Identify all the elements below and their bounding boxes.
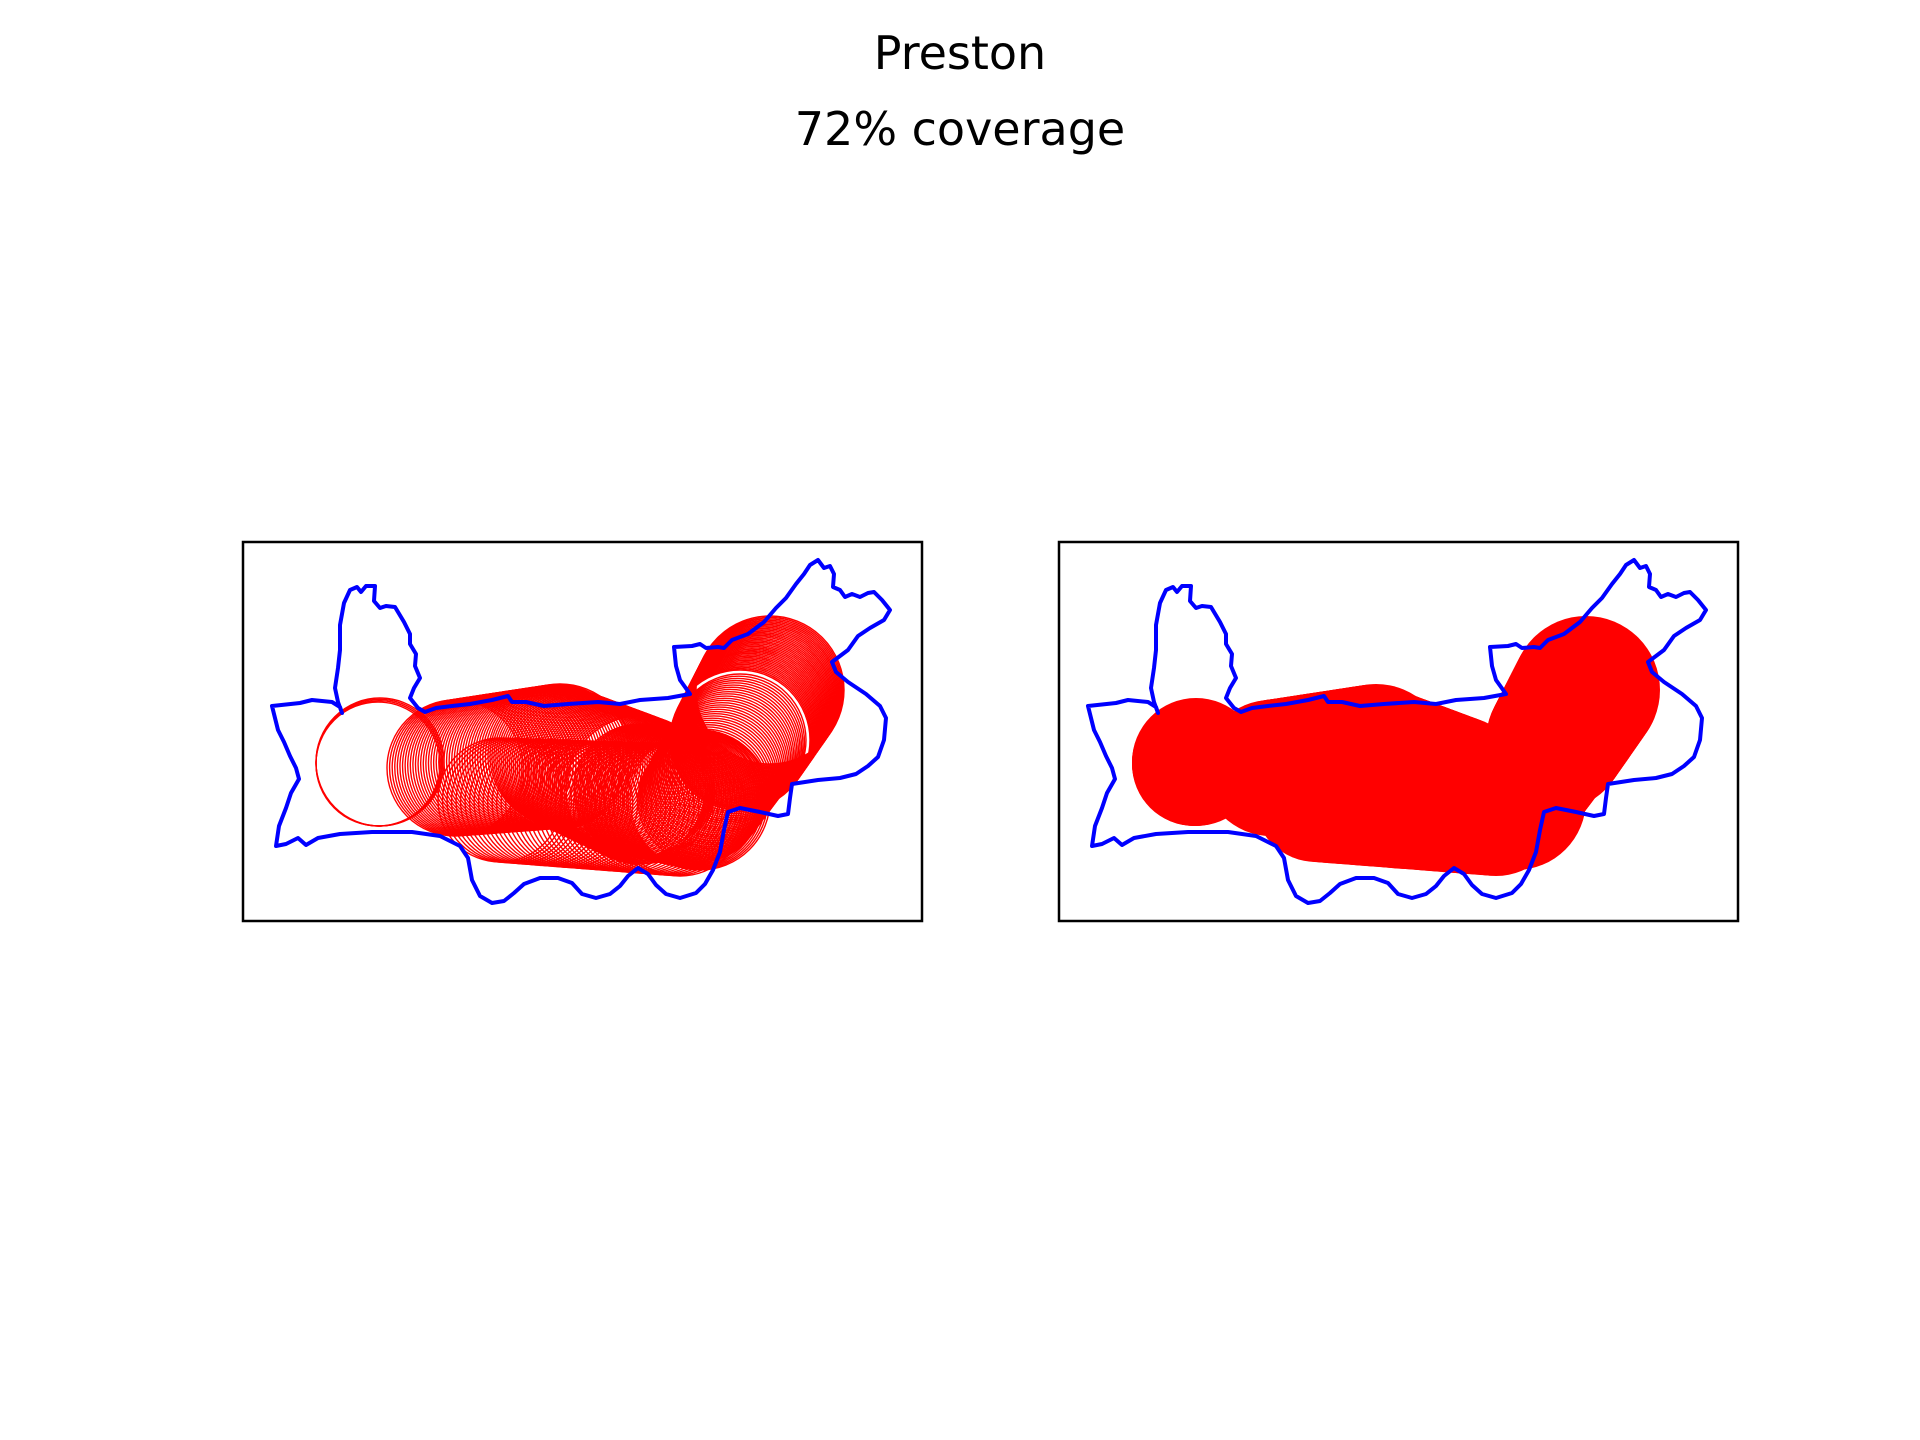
preston-boundary-right — [1086, 558, 1708, 905]
figure-title: Preston — [873, 26, 1047, 80]
map-panel-right — [1057, 540, 1740, 923]
coverage-area-filled — [1132, 616, 1660, 876]
coverage-circle — [667, 684, 800, 817]
coverage-circle-filled — [1430, 744, 1562, 876]
coverage-subtitle: 72% coverage — [794, 102, 1126, 156]
panel-frame-right — [1057, 540, 1740, 923]
coverage-circle — [663, 690, 795, 823]
map-panel-left — [241, 540, 924, 923]
panel-frame-left — [241, 540, 924, 923]
preston-boundary-left — [270, 558, 892, 905]
coverage-circle-filled — [1512, 616, 1660, 764]
coverage-circle — [664, 688, 797, 821]
coverage-circles-outlines — [315, 615, 845, 877]
